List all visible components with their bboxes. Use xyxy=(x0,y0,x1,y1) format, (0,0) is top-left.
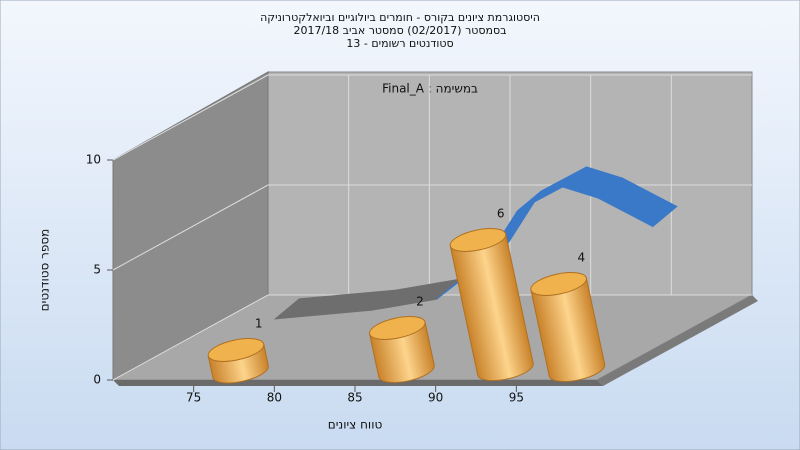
bar xyxy=(207,338,269,384)
value-label: 2 xyxy=(416,295,424,309)
floor-edge xyxy=(597,295,758,386)
y-axis-label: מספר סטודנטים xyxy=(38,229,52,312)
bar-body xyxy=(449,233,534,381)
grid-line xyxy=(112,74,269,161)
y-tick-label: 0 xyxy=(93,373,101,387)
y-tick-label: 5 xyxy=(93,263,101,277)
value-label: 4 xyxy=(578,251,586,265)
title-line: בסמסטר (02/2017) סמסטר אביב 2017/18 xyxy=(293,24,506,37)
grid-line xyxy=(112,184,269,271)
bar xyxy=(449,228,534,381)
x-tick-label: 95 xyxy=(509,391,524,405)
x-tick-label: 75 xyxy=(186,391,201,405)
x-tick-label: 90 xyxy=(428,391,443,405)
plot: 0 5 10 75 80 85 90 95 1 2 6 4 xyxy=(86,74,752,405)
bar-top xyxy=(369,316,426,340)
bar-body xyxy=(530,277,606,382)
title-line: היסטוגרמת ציונים בקורס - חומרים ביולוגיי… xyxy=(260,11,540,24)
bar xyxy=(530,272,606,382)
bar-top xyxy=(207,338,265,362)
floor-edge xyxy=(113,380,603,386)
title-line: סטודנטים רשומים - 13 xyxy=(346,37,453,50)
x-axis-label: טווח ציונים xyxy=(328,418,383,432)
value-label: 6 xyxy=(497,207,505,221)
annotation: Final_A : במשימה xyxy=(382,82,478,96)
bar xyxy=(369,316,435,383)
value-label: 1 xyxy=(255,317,263,331)
bar-top xyxy=(449,228,507,252)
x-tick-label: 80 xyxy=(267,391,282,405)
curve-segment xyxy=(597,177,678,228)
x-tick-label: 85 xyxy=(347,391,362,405)
grid-line xyxy=(112,294,269,381)
title: היסטוגרמת ציונים בקורס - חומרים ביולוגיי… xyxy=(260,11,540,50)
bar-top xyxy=(530,272,587,296)
y-tick-label: 10 xyxy=(86,153,101,167)
